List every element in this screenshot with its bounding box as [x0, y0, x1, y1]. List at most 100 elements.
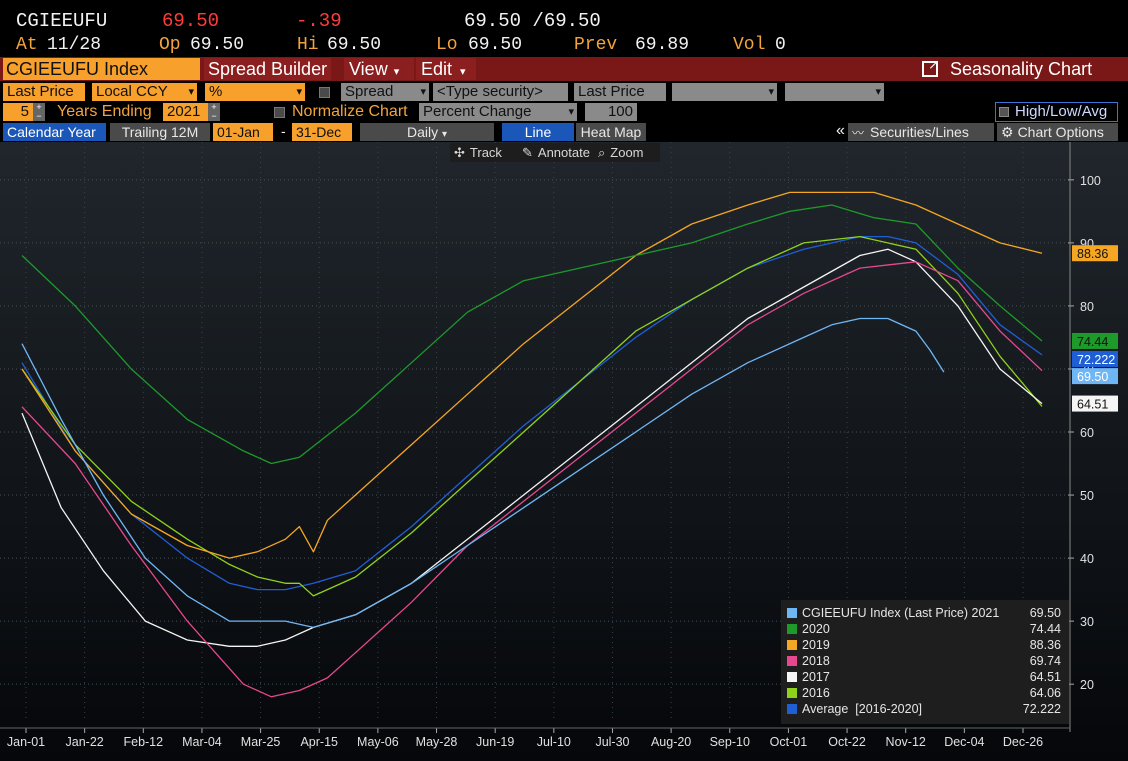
calendar-year-tab[interactable]: Calendar Year: [3, 123, 106, 141]
legend-name: 2018: [802, 654, 830, 668]
securities-lines-button[interactable]: 〰 Securities/Lines: [848, 123, 994, 141]
gear-icon: ⚙: [1001, 124, 1014, 140]
legend-value: 88.36: [1029, 638, 1061, 652]
normalize-checkbox[interactable]: [274, 107, 285, 118]
legend-swatch: [787, 608, 797, 618]
end-tag-label: 88.36: [1077, 247, 1108, 261]
grid: [0, 142, 1070, 722]
end-tag-box: [1072, 332, 1118, 349]
heat-map-tab[interactable]: Heat Map: [576, 123, 646, 141]
end-labels: 88.36 74.44 72.222 69.50 64.51: [1072, 245, 1118, 412]
x-tick-label: Dec-04: [944, 735, 984, 749]
crosshair-icon: ✣: [454, 145, 465, 160]
collapse-panel-icon[interactable]: «: [836, 122, 845, 139]
x-tick-label: Oct-01: [770, 735, 808, 749]
percent-change-select[interactable]: Percent Change: [419, 103, 577, 121]
date-range-dash: -: [281, 123, 286, 139]
legend-entry: 2017 64.51: [787, 669, 1061, 685]
trailing-12m-tab[interactable]: Trailing 12M: [110, 123, 210, 141]
x-tick-label: Jun-19: [476, 735, 514, 749]
legend-swatch: [787, 624, 797, 634]
legend-name: 2020: [802, 622, 830, 636]
ticker: CGIEEUFU: [16, 10, 108, 32]
from-date-input[interactable]: 01-Jan: [213, 123, 273, 141]
view-menu-label: View: [349, 59, 388, 79]
to-date-input[interactable]: 31-Dec: [292, 123, 352, 141]
lo-label: Lo: [436, 35, 458, 55]
legend-name: Average [2016-2020]: [802, 702, 923, 716]
security-field[interactable]: CGIEEUFU Index: [3, 58, 200, 80]
view-menu[interactable]: View ▾: [344, 58, 414, 80]
x-tick-label: Sep-10: [710, 735, 750, 749]
legend-entry: Average [2016-2020] 72.222: [787, 701, 1061, 717]
currency-select[interactable]: Local CCY: [92, 83, 197, 101]
years-stepper[interactable]: + −: [33, 103, 45, 121]
y-tick-label: 20: [1080, 678, 1094, 692]
x-tick-label: May-06: [357, 735, 399, 749]
vol-label: Vol: [733, 35, 766, 55]
x-axis: Jan-01 Jan-22 Feb-12 Mar-04 Mar-25 Apr-15 May-…: [0, 727, 1070, 749]
legend-entry: 2019 88.36: [787, 637, 1061, 653]
legend-swatch: [787, 704, 797, 714]
y-tick-label: 80: [1080, 300, 1094, 314]
spread-option-b[interactable]: [785, 83, 884, 101]
zoom-icon: ⌕: [598, 145, 606, 160]
years-count[interactable]: 5: [3, 103, 33, 121]
spread-select[interactable]: Spread: [341, 83, 429, 101]
unit-select[interactable]: %: [205, 83, 305, 101]
spread-builder-menu[interactable]: Spread Builder: [204, 58, 332, 80]
op-label: Op: [159, 35, 181, 55]
legend-swatch: [787, 640, 797, 650]
legend-entry: 2016 64.06: [787, 685, 1061, 701]
legend-name: 2017: [802, 670, 830, 684]
prev-value: 69.89: [635, 35, 690, 55]
legend-name: 2019: [802, 638, 830, 652]
zoom-tool[interactable]: ⌕ Zoom: [594, 143, 660, 162]
edit-menu[interactable]: Edit ▾: [416, 58, 476, 80]
chart-options-button[interactable]: ⚙ Chart Options: [997, 123, 1118, 141]
series-line-5: [21, 235, 1043, 597]
legend-swatch: [787, 656, 797, 666]
pencil-icon: ✎: [522, 145, 533, 160]
hla-checkbox: [999, 107, 1009, 117]
year-end-input[interactable]: 2021: [163, 103, 208, 121]
legend-swatch: [787, 672, 797, 682]
high-low-avg-toggle[interactable]: High/Low/Avg: [995, 102, 1118, 122]
legend-value: 64.06: [1029, 686, 1061, 700]
track-tool[interactable]: ✣ Track: [450, 143, 518, 162]
x-tick-label: Jul-10: [537, 735, 571, 749]
type-security-input[interactable]: <Type security>: [433, 83, 568, 101]
legend-value: 64.51: [1029, 670, 1061, 684]
annotate-tool[interactable]: ✎ Annotate: [518, 143, 594, 162]
base-input[interactable]: 100: [585, 103, 637, 121]
x-tick-label: Jan-22: [66, 735, 104, 749]
legend-entry: 2020 74.44: [787, 621, 1061, 637]
y-tick-label: 100: [1080, 174, 1101, 188]
x-tick-label: Aug-20: [651, 735, 691, 749]
line-tab[interactable]: Line: [502, 123, 574, 141]
export-icon: ↗: [922, 58, 939, 77]
end-tag-box: [1072, 395, 1118, 412]
prev-label: Prev: [574, 35, 618, 55]
spread-checkbox[interactable]: [319, 87, 330, 98]
chart-lines-icon: 〰: [852, 126, 865, 140]
frequency-select[interactable]: Daily ▾: [360, 123, 494, 141]
currency-select-text: Local CCY: [96, 83, 168, 100]
legend-value: 69.50: [1029, 606, 1061, 620]
year-end-stepper[interactable]: + −: [208, 103, 220, 121]
x-tick-label: Mar-25: [241, 735, 281, 749]
seasonality-chart-title: Seasonality Chart: [950, 59, 1093, 79]
chart-options-label: Chart Options: [1017, 124, 1104, 140]
frequency-text: Daily: [406, 124, 439, 140]
legend-entry: CGIEEUFU Index (Last Price) 2021 69.50: [787, 605, 1061, 621]
spread-option-a[interactable]: [672, 83, 777, 101]
seasonality-chart-button[interactable]: ↗ Seasonality Chart: [916, 58, 1124, 80]
series-line-2: [21, 191, 1043, 559]
high-value: 69.50: [327, 35, 382, 55]
end-tag-label: 74.44: [1077, 335, 1108, 349]
spread-field-select[interactable]: Last Price: [574, 83, 666, 101]
end-tag-label: 64.51: [1077, 398, 1108, 412]
field-select[interactable]: Last Price: [3, 83, 85, 101]
annotate-label: Annotate: [537, 145, 590, 160]
at-label: At: [16, 35, 38, 55]
